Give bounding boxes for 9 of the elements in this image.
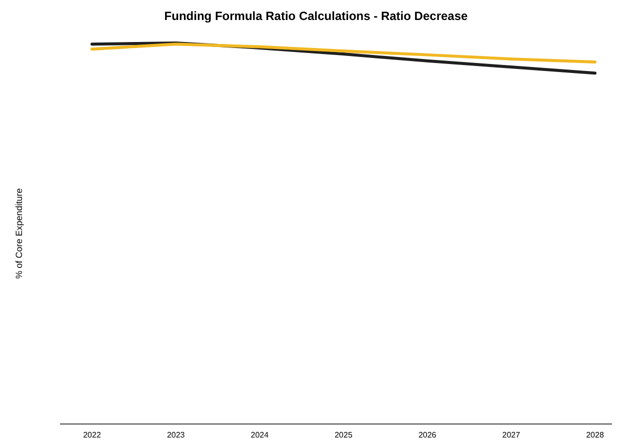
x-tick-label: 2024 xyxy=(250,430,270,440)
x-tick-label: 2028 xyxy=(586,430,604,440)
x-tick-label: 2027 xyxy=(502,430,521,440)
x-tick-label: 2023 xyxy=(166,430,186,440)
x-tick-label: 2022 xyxy=(83,430,102,440)
y-axis-title: % of Core Expenditure xyxy=(14,188,24,279)
x-tick-label: 2025 xyxy=(334,430,353,440)
x-tick-label: 2026 xyxy=(418,430,437,440)
chart-title: Funding Formula Ratio Calculations - Ratio Decrease xyxy=(164,9,468,23)
